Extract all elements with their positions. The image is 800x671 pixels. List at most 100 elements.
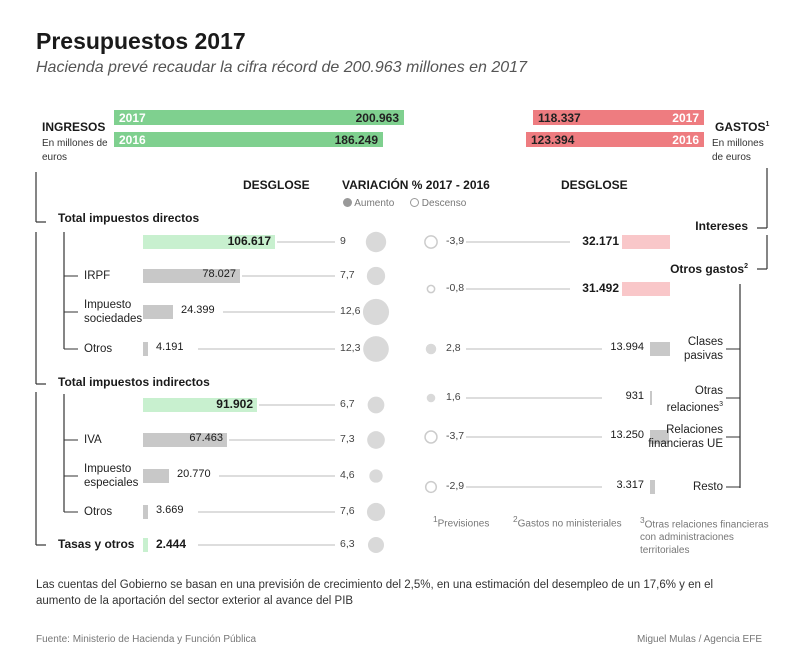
legend-descenso: Descenso: [410, 198, 466, 209]
gasto-bar: [650, 480, 655, 494]
gastos-unit: En millones de euros: [712, 138, 764, 163]
ingreso-category-label: Total impuestos indirectos: [58, 375, 210, 389]
ingreso-variation-circle: [366, 266, 386, 286]
ingreso-item-label: Impuesto sociedades: [84, 299, 143, 325]
gasto-variation-circle: [424, 480, 438, 494]
ingreso-variation-circle: [365, 231, 387, 253]
gasto-variation-circle: [426, 284, 436, 294]
gasto-value-label: 13.994: [610, 341, 644, 353]
aumento-swatch-icon: [343, 198, 352, 207]
gasto-category-label: Otros gastos2: [670, 262, 748, 276]
ingreso-value-label: 78.027: [202, 268, 236, 280]
legend-aumento: Aumento: [343, 198, 394, 209]
ingreso-value-label: 20.770: [177, 468, 211, 480]
ingreso-category-label: Tasas y otros: [58, 537, 135, 551]
ingreso-value-label: 3.669: [156, 504, 184, 516]
ingreso-pct-label: 12,3: [340, 342, 361, 354]
gasto-value-label: 32.171: [582, 234, 619, 248]
ingreso-value-label: 91.902: [216, 397, 253, 411]
ingreso-category-label: Total impuestos directos: [58, 211, 200, 225]
ingreso-bar: [143, 469, 169, 483]
ingreso-pct-label: 7,7: [340, 269, 355, 281]
ingreso-variation-circle: [366, 502, 386, 522]
gasto-item-label: Relaciones financieras UE: [648, 424, 723, 450]
gasto-pct-label: 1,6: [446, 391, 461, 403]
ingreso-pct-label: 12,6: [340, 305, 361, 317]
ingreso-item-label: Impuesto especiales: [84, 463, 139, 489]
gasto-value-label: 13.250: [610, 429, 644, 441]
ingreso-bar: [143, 433, 227, 447]
ingreso-item-label: IRPF: [84, 270, 111, 282]
ingreso-pct-label: 7,6: [340, 505, 355, 517]
ingreso-pct-label: 7,3: [340, 433, 355, 445]
ingreso-value-label: 67.463: [189, 432, 223, 444]
gasto-bar: [622, 282, 670, 296]
descenso-swatch-icon: [410, 198, 419, 207]
ingreso-bar: [143, 305, 173, 319]
gasto-pct-label: 2,8: [446, 342, 461, 354]
ingreso-variation-circle: [367, 396, 385, 414]
gasto-bar: [650, 430, 669, 444]
chart-subtitle: Hacienda prevé recaudar la cifra récord …: [36, 59, 527, 76]
ingreso-pct-label: 9: [340, 235, 346, 247]
note-1: 1Previsiones: [433, 514, 490, 530]
gasto-value-label: 31.492: [582, 281, 619, 295]
note-2: 2Gastos no ministeriales: [513, 514, 622, 530]
ingresos-label: INGRESOS: [42, 120, 106, 134]
ingreso-pct-label: 6,7: [340, 398, 355, 410]
ingreso-bar: [143, 505, 148, 519]
desglose-right-header: DESGLOSE: [561, 178, 628, 192]
ingresos-2017-bar: 2017 200.963: [114, 110, 404, 125]
gasto-bar: [650, 342, 670, 356]
gasto-pct-label: -0,8: [446, 282, 465, 294]
ingreso-value-label: 106.617: [227, 234, 271, 248]
gasto-pct-label: -2,9: [446, 480, 465, 492]
gasto-pct-label: -3,9: [446, 235, 465, 247]
gasto-variation-circle: [425, 343, 437, 355]
ingreso-item-label: IVA: [84, 434, 102, 446]
ingreso-variation-circle: [362, 298, 390, 326]
desglose-left-header: DESGLOSE: [243, 178, 310, 192]
gasto-variation-circle: [426, 393, 436, 403]
source-text: Fuente: Ministerio de Hacienda y Función…: [36, 634, 257, 645]
gasto-value-label: 931: [625, 390, 644, 402]
gastos-2017-bar: 2017 118.337: [533, 110, 704, 125]
ingreso-variation-circle: [363, 336, 389, 362]
gasto-item-label: Clases pasivas: [684, 336, 723, 362]
ingreso-value-label: 4.191: [156, 341, 184, 353]
gastos-bracket: [739, 168, 768, 488]
ingreso-pct-label: 4,6: [340, 469, 355, 481]
ingreso-variation-circle: [367, 536, 385, 554]
gastos-2016-bar: 2016 123.394: [526, 132, 704, 147]
gasto-value-label: 3.317: [616, 479, 644, 491]
gasto-item-label: Otras relaciones3: [666, 385, 723, 414]
ingreso-variation-circle: [367, 431, 385, 449]
gastos-label: GASTOS1: [715, 120, 770, 134]
ingresos-2016-bar: 2016 186.249: [114, 132, 383, 147]
gasto-pct-label: -3,7: [446, 430, 465, 442]
ingreso-variation-circle: [369, 469, 383, 483]
chart-title: Presupuestos 2017: [36, 28, 246, 54]
footnote-text: Las cuentas del Gobierno se basan en una…: [36, 579, 714, 607]
variacion-header: VARIACIÓN % 2017 - 2016: [342, 178, 490, 192]
gasto-item-label: Resto: [692, 481, 723, 493]
ingreso-bar: [143, 398, 257, 412]
note-3: 3Otras relaciones financieras con admini…: [640, 515, 769, 557]
ingresos-unit: En millones de euros: [42, 138, 108, 163]
gasto-category-label: Intereses: [695, 219, 748, 233]
gasto-variation-circle: [424, 235, 438, 249]
ingresos-bracket: [35, 172, 65, 546]
ingreso-bar: [143, 235, 275, 249]
gasto-variation-circle: [424, 430, 438, 444]
credit-text: Miguel Mulas / Agencia EFE: [636, 634, 762, 645]
gasto-bar: [650, 391, 652, 405]
ingreso-item-label: Otros: [84, 506, 113, 518]
ingreso-value-label: 24.399: [181, 304, 215, 316]
ingreso-bar: [143, 342, 148, 356]
ingreso-item-label: Otros: [84, 343, 113, 355]
ingreso-bar: [143, 538, 148, 552]
ingreso-bar: [143, 269, 240, 283]
gasto-bar: [622, 235, 670, 249]
ingreso-pct-label: 6,3: [340, 538, 355, 550]
